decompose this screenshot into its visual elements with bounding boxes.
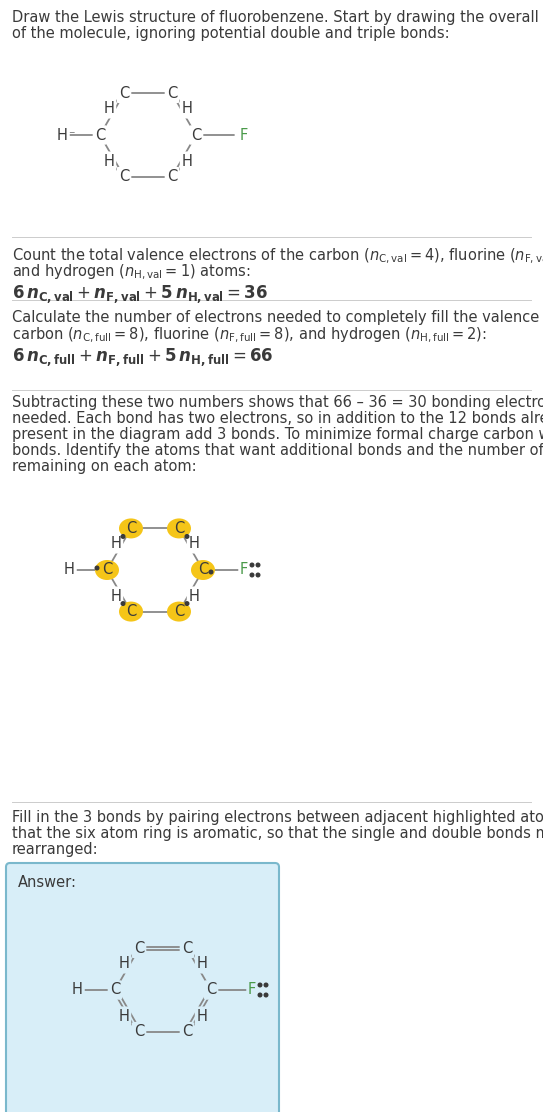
- Ellipse shape: [167, 518, 191, 538]
- Text: present in the diagram add 3 bonds. To minimize formal charge carbon wants 4: present in the diagram add 3 bonds. To m…: [12, 427, 543, 441]
- Text: F: F: [240, 563, 248, 577]
- Text: C: C: [126, 520, 136, 536]
- Text: C: C: [102, 563, 112, 577]
- Circle shape: [250, 573, 254, 577]
- Text: carbon ($n_\mathregular{C,full}=8$), fluorine ($n_\mathregular{F,full}=8$), and : carbon ($n_\mathregular{C,full}=8$), flu…: [12, 326, 487, 346]
- Text: Answer:: Answer:: [18, 875, 77, 890]
- Text: C: C: [206, 983, 216, 997]
- Text: H: H: [56, 128, 67, 142]
- Circle shape: [250, 563, 254, 567]
- Text: H: H: [197, 1009, 208, 1024]
- Circle shape: [264, 993, 268, 996]
- Text: C: C: [167, 86, 177, 101]
- Ellipse shape: [119, 518, 143, 538]
- Text: H: H: [110, 536, 121, 552]
- Text: C: C: [119, 169, 129, 185]
- Circle shape: [185, 535, 189, 538]
- Text: that the six atom ring is aromatic, so that the single and double bonds may be: that the six atom ring is aromatic, so t…: [12, 826, 543, 841]
- Ellipse shape: [119, 602, 143, 622]
- Text: H: H: [64, 563, 74, 577]
- Circle shape: [185, 602, 189, 605]
- Text: Fill in the 3 bonds by pairing electrons between adjacent highlighted atoms. Not: Fill in the 3 bonds by pairing electrons…: [12, 810, 543, 825]
- Text: H: H: [182, 153, 193, 169]
- Text: of the molecule, ignoring potential double and triple bonds:: of the molecule, ignoring potential doub…: [12, 26, 450, 41]
- Circle shape: [121, 535, 125, 538]
- Text: Subtracting these two numbers shows that 66 – 36 = 30 bonding electrons are: Subtracting these two numbers shows that…: [12, 395, 543, 410]
- Text: C: C: [182, 941, 192, 956]
- Text: C: C: [119, 86, 129, 101]
- Text: C: C: [126, 604, 136, 619]
- Circle shape: [256, 563, 260, 567]
- Text: C: C: [134, 1024, 144, 1039]
- Text: H: H: [103, 101, 114, 117]
- Text: H: H: [103, 153, 114, 169]
- Text: bonds. Identify the atoms that want additional bonds and the number of electrons: bonds. Identify the atoms that want addi…: [12, 443, 543, 458]
- Circle shape: [95, 566, 99, 569]
- Text: H: H: [72, 983, 83, 997]
- Ellipse shape: [167, 602, 191, 622]
- Text: rearranged:: rearranged:: [12, 842, 99, 857]
- Text: $\mathbf{6}\,\boldsymbol{n}_\mathbf{C,val}+\boldsymbol{n}_\mathbf{F,val}+\mathbf: $\mathbf{6}\,\boldsymbol{n}_\mathbf{C,va…: [12, 282, 268, 305]
- Text: H: H: [182, 101, 193, 117]
- Text: remaining on each atom:: remaining on each atom:: [12, 459, 197, 474]
- Ellipse shape: [191, 560, 215, 580]
- Text: Count the total valence electrons of the carbon ($n_\mathregular{C,val}=4$), flu: Count the total valence electrons of the…: [12, 247, 543, 266]
- Text: C: C: [167, 169, 177, 185]
- Ellipse shape: [95, 560, 119, 580]
- Text: H: H: [197, 956, 208, 971]
- Text: C: C: [182, 1024, 192, 1039]
- Text: H: H: [189, 536, 200, 552]
- Circle shape: [209, 570, 213, 574]
- Text: C: C: [174, 520, 184, 536]
- Circle shape: [121, 602, 125, 605]
- Text: H: H: [189, 588, 200, 604]
- Text: H: H: [110, 588, 121, 604]
- Text: C: C: [110, 983, 120, 997]
- Text: H: H: [118, 956, 129, 971]
- Circle shape: [258, 993, 262, 996]
- FancyBboxPatch shape: [6, 863, 279, 1112]
- Text: C: C: [174, 604, 184, 619]
- Text: C: C: [95, 128, 105, 142]
- Text: C: C: [198, 563, 208, 577]
- Text: F: F: [248, 983, 256, 997]
- Circle shape: [256, 573, 260, 577]
- Text: Calculate the number of electrons needed to completely fill the valence shells f: Calculate the number of electrons needed…: [12, 310, 543, 325]
- Circle shape: [264, 983, 268, 986]
- Text: H: H: [118, 1009, 129, 1024]
- Text: needed. Each bond has two electrons, so in addition to the 12 bonds already: needed. Each bond has two electrons, so …: [12, 411, 543, 426]
- Text: –: –: [69, 127, 75, 139]
- Text: C: C: [134, 941, 144, 956]
- Circle shape: [258, 983, 262, 986]
- Text: C: C: [191, 128, 201, 142]
- Text: $\mathbf{6}\,\boldsymbol{n}_\mathbf{C,full}+\boldsymbol{n}_\mathbf{F,full}+\math: $\mathbf{6}\,\boldsymbol{n}_\mathbf{C,fu…: [12, 346, 273, 368]
- Text: Draw the Lewis structure of fluorobenzene. Start by drawing the overall structur: Draw the Lewis structure of fluorobenzen…: [12, 10, 543, 24]
- Text: F: F: [240, 128, 248, 142]
- Text: and hydrogen ($n_\mathregular{H,val}=1$) atoms:: and hydrogen ($n_\mathregular{H,val}=1$)…: [12, 264, 250, 282]
